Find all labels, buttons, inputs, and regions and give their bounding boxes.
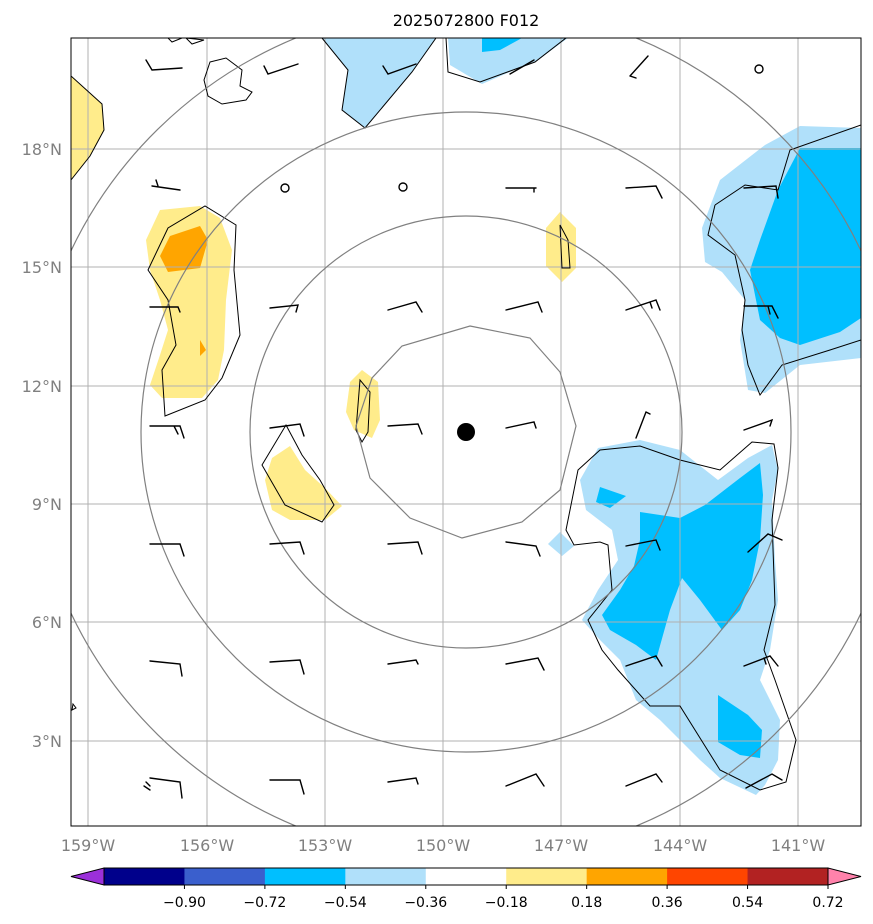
lon-label: 141°W bbox=[771, 836, 826, 855]
colorbar-segment bbox=[506, 868, 588, 885]
colorbar-segment bbox=[586, 868, 668, 885]
latitude-labels: 18°N 15°N 12°N 9°N 6°N 3°N bbox=[22, 140, 62, 751]
lat-label: 6°N bbox=[32, 613, 62, 632]
lat-label: 3°N bbox=[32, 732, 62, 751]
colorbar-extend-low bbox=[70, 867, 105, 886]
colorbar-tick-label: −0.36 bbox=[404, 895, 447, 911]
lat-label: 18°N bbox=[22, 140, 62, 159]
map-title: 2025072800 F012 bbox=[393, 11, 540, 30]
colorbar-tick-label: 0.18 bbox=[571, 895, 602, 911]
colorbar-segment bbox=[747, 868, 829, 885]
lon-label: 153°W bbox=[298, 836, 353, 855]
storm-center-marker bbox=[457, 423, 475, 441]
colorbar-tick-label: −0.72 bbox=[243, 895, 286, 911]
lon-label: 159°W bbox=[61, 836, 116, 855]
lat-label: 9°N bbox=[32, 495, 62, 514]
lat-label: 12°N bbox=[22, 377, 62, 396]
colorbar-segment bbox=[345, 868, 427, 885]
colorbar-tick-label: −0.54 bbox=[324, 895, 367, 911]
wind-barbs bbox=[143, 55, 783, 799]
colorbar-tick-label: 0.36 bbox=[652, 895, 683, 911]
graticule bbox=[71, 38, 861, 826]
lon-label: 147°W bbox=[534, 836, 589, 855]
colorbar-tick-label: −0.90 bbox=[163, 895, 206, 911]
range-rings bbox=[71, 38, 861, 826]
colorbar: −0.90 −0.72 −0.54 −0.36 −0.18 0.18 0.36 0.54 0.7… bbox=[70, 867, 862, 911]
colorbar-segment bbox=[184, 868, 266, 885]
colorbar-tick-label: 0.54 bbox=[732, 895, 763, 911]
contour-orange bbox=[160, 226, 208, 356]
colorbar-segment bbox=[667, 868, 749, 885]
plot-frame bbox=[70, 37, 862, 827]
lon-label: 156°W bbox=[180, 836, 235, 855]
colorbar-tick-label: 0.72 bbox=[812, 895, 843, 911]
lon-label: 150°W bbox=[416, 836, 471, 855]
colorbar-segment bbox=[425, 868, 507, 885]
longitude-labels: 159°W 156°W 153°W 150°W 147°W 144°W 141°… bbox=[61, 836, 826, 855]
colorbar-tick-label: −0.18 bbox=[485, 895, 528, 911]
colorbar-segment bbox=[104, 868, 185, 885]
colorbar-segment bbox=[264, 868, 346, 885]
lon-label: 144°W bbox=[653, 836, 708, 855]
colorbar-frame bbox=[103, 867, 829, 886]
lat-label: 15°N bbox=[22, 258, 62, 277]
colorbar-extend-high bbox=[827, 867, 862, 886]
